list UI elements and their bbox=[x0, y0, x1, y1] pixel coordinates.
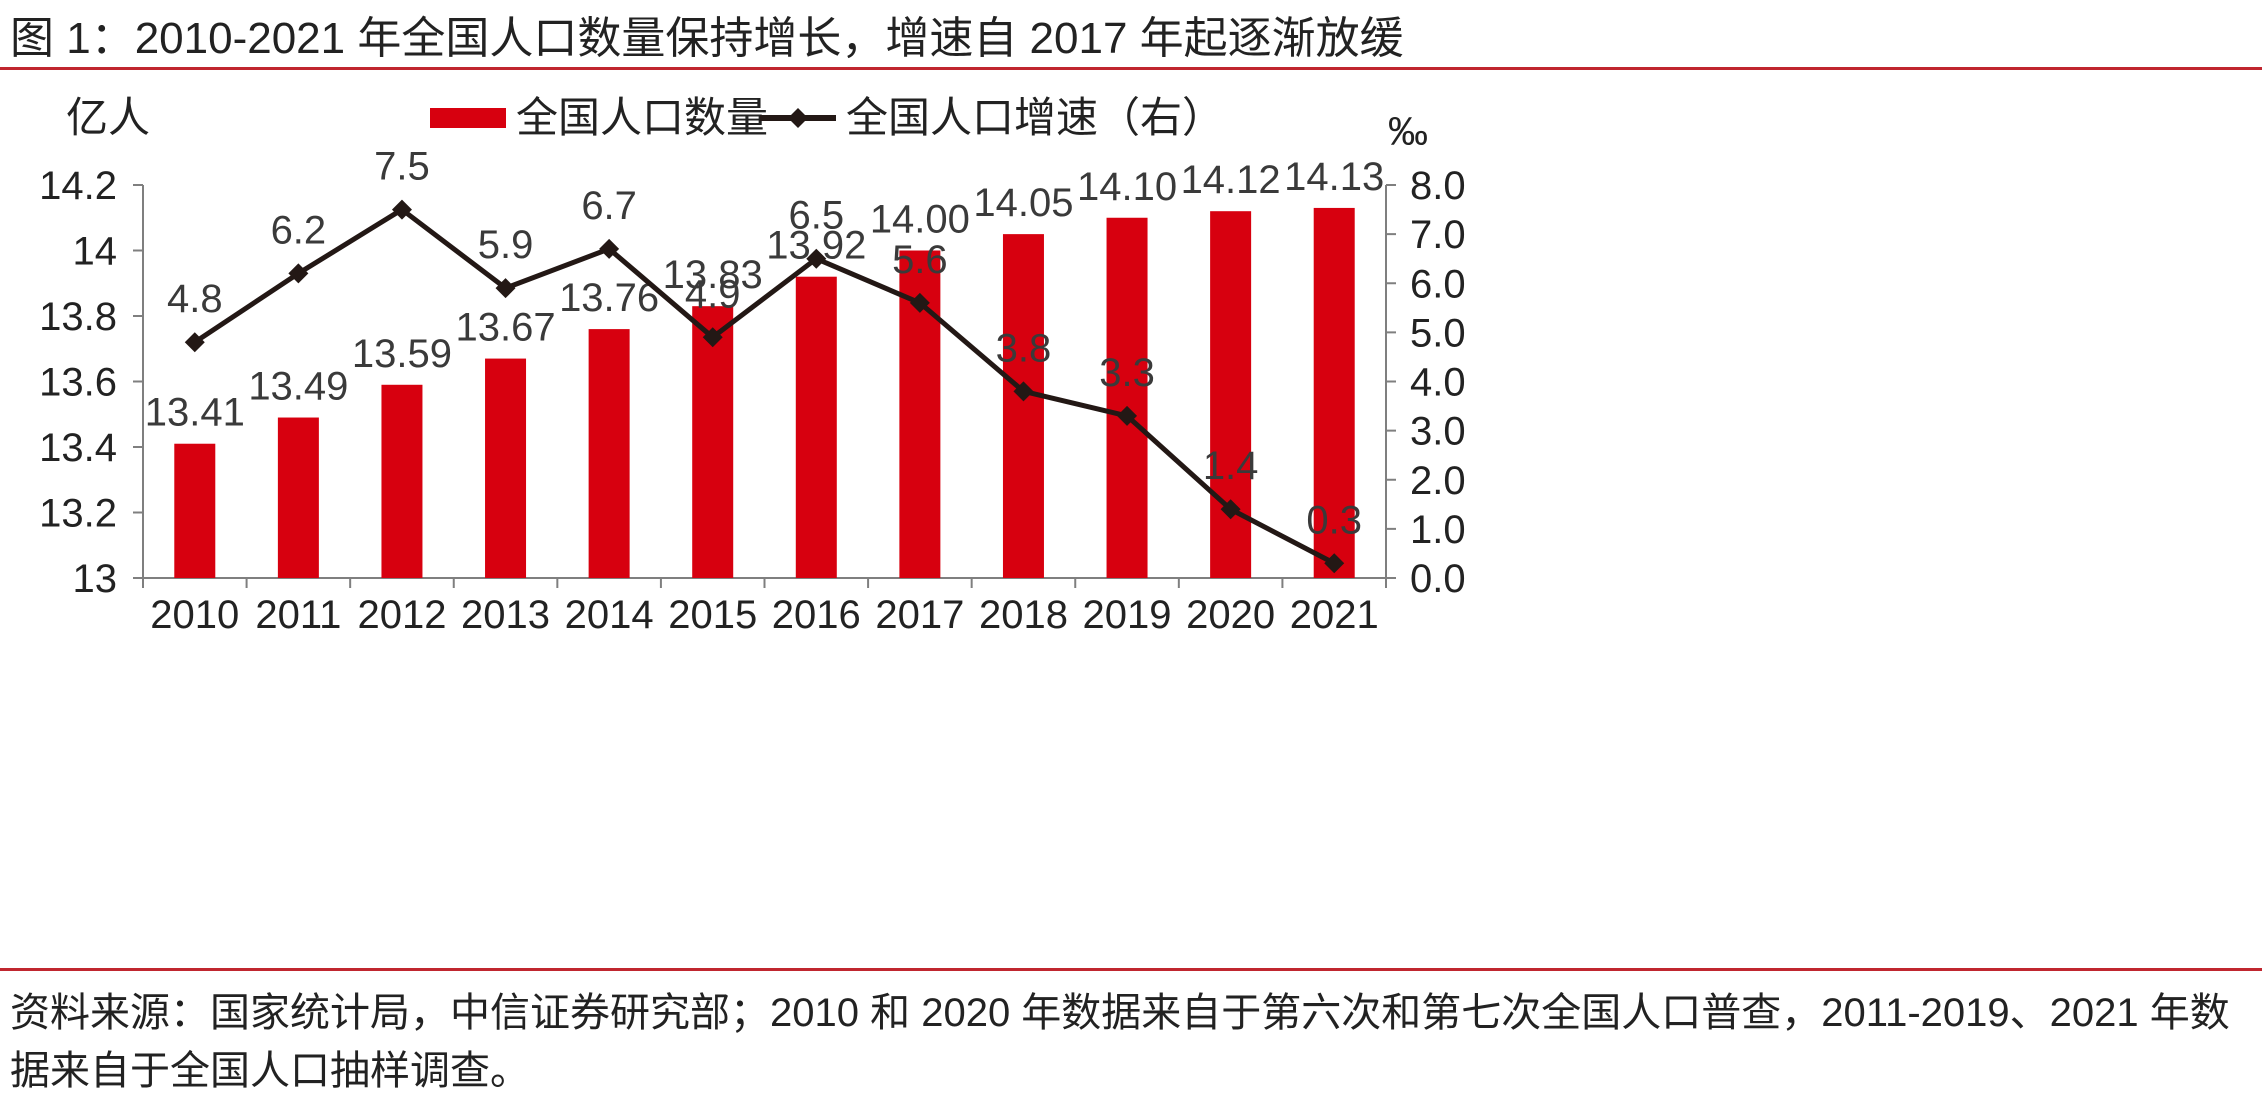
bar bbox=[1313, 207, 1355, 579]
left-tick-label: 14.2 bbox=[39, 164, 117, 208]
bar bbox=[277, 417, 319, 578]
right-tick-label: 1.0 bbox=[1410, 508, 1466, 552]
line-point bbox=[599, 238, 620, 259]
line-point bbox=[288, 263, 309, 284]
line-label: 1.4 bbox=[1203, 444, 1259, 488]
left-tick-label: 13.6 bbox=[39, 361, 117, 405]
bar-data-labels: 13.4113.4913.5913.6713.7613.8313.9214.00… bbox=[145, 155, 1385, 435]
right-tick-label: 3.0 bbox=[1410, 410, 1466, 454]
legend-line-marker bbox=[788, 108, 808, 128]
bar-label: 13.76 bbox=[559, 276, 659, 320]
bar bbox=[1106, 217, 1148, 578]
line-point bbox=[184, 332, 205, 353]
line-label: 6.7 bbox=[581, 184, 637, 228]
line-label: 5.9 bbox=[478, 223, 534, 267]
line-label: 3.3 bbox=[1099, 351, 1155, 395]
line-point bbox=[1013, 381, 1034, 402]
line-point bbox=[702, 327, 723, 348]
right-tick-label: 2.0 bbox=[1410, 459, 1466, 503]
line-data-labels: 4.8 6.2 7.5 5.9 6.7 4.9 6.5 5.6 3.8 3.3 1.4 0.3 bbox=[167, 145, 1362, 543]
legend-line-label: 全国人口增速（右） bbox=[846, 94, 1224, 141]
bar bbox=[1002, 234, 1044, 578]
bar-label: 14.00 bbox=[870, 198, 970, 242]
line-point bbox=[1324, 553, 1345, 574]
x-tick-label: 2016 bbox=[772, 593, 861, 637]
line-label: 7.5 bbox=[374, 145, 430, 189]
right-tick-label: 8.0 bbox=[1410, 164, 1466, 208]
bar-label: 14.13 bbox=[1284, 155, 1384, 199]
bar-label: 13.49 bbox=[248, 365, 348, 409]
growth-line bbox=[193, 207, 1336, 566]
bar bbox=[692, 306, 734, 578]
bar bbox=[1210, 211, 1252, 578]
left-tick-label: 13.8 bbox=[39, 295, 117, 339]
x-tick-label: 2010 bbox=[150, 593, 239, 637]
line-label: 6.2 bbox=[271, 208, 327, 252]
line-label: 3.8 bbox=[996, 326, 1052, 370]
line-point bbox=[806, 248, 827, 269]
bar-label: 13.83 bbox=[663, 253, 763, 297]
x-tick-label: 2013 bbox=[461, 593, 550, 637]
left-axis-label: 亿人 bbox=[66, 94, 150, 141]
right-tick-label: 5.0 bbox=[1410, 311, 1466, 355]
bar-label: 14.12 bbox=[1181, 158, 1281, 202]
x-tick-label: 2011 bbox=[255, 593, 341, 637]
chart-legend: 全国人口数量 全国人口增速（右） bbox=[430, 94, 1224, 141]
line-label: 5.6 bbox=[892, 238, 948, 282]
x-tick-label: 2020 bbox=[1186, 593, 1275, 637]
bar-label: 13.41 bbox=[145, 391, 245, 435]
bar-label: 13.59 bbox=[352, 332, 452, 376]
source-divider bbox=[0, 968, 2262, 971]
bar bbox=[485, 358, 527, 578]
right-tick-label: 6.0 bbox=[1410, 262, 1466, 306]
title-divider bbox=[0, 67, 2262, 70]
source-note: 资料来源：国家统计局，中信证券研究部；2010 和 2020 年数据来自于第六次… bbox=[10, 991, 2230, 1093]
line-series bbox=[184, 199, 1345, 574]
line-point bbox=[495, 278, 516, 299]
x-tick-label: 2012 bbox=[357, 593, 446, 637]
right-tick-label: 0.0 bbox=[1410, 557, 1466, 601]
line-point bbox=[1220, 499, 1241, 520]
line-label: 4.9 bbox=[685, 272, 741, 316]
x-tick-label: 2015 bbox=[668, 593, 757, 637]
legend-bar-swatch bbox=[430, 108, 506, 128]
x-tick-label: 2021 bbox=[1290, 593, 1379, 637]
bar bbox=[795, 276, 837, 578]
x-tick-label: 2019 bbox=[1083, 593, 1172, 637]
left-tick-label: 13.2 bbox=[39, 492, 117, 536]
left-tick-label: 13.4 bbox=[39, 426, 117, 470]
bar-label: 14.10 bbox=[1077, 165, 1177, 209]
bar-label: 13.67 bbox=[455, 306, 555, 350]
bar bbox=[174, 443, 216, 578]
left-tick-label: 13 bbox=[73, 557, 118, 601]
bar bbox=[588, 329, 630, 578]
line-label: 6.5 bbox=[788, 194, 844, 238]
line-label: 0.3 bbox=[1306, 498, 1362, 542]
x-tick-label: 2017 bbox=[875, 593, 964, 637]
combo-chart: 13 13.2 13.4 13.6 13.8 14 14.2 0.0 1.0 2.0 3.0 4.0 5… bbox=[39, 94, 1465, 637]
x-tick-label: 2018 bbox=[979, 593, 1068, 637]
left-tick-label: 14 bbox=[73, 230, 118, 274]
right-axis-label: ‰ bbox=[1388, 110, 1428, 154]
chart-axes: 13 13.2 13.4 13.6 13.8 14 14.2 0.0 1.0 2.0 3.0 4.0 5… bbox=[39, 94, 1465, 637]
line-point bbox=[909, 292, 930, 313]
bar-label: 14.05 bbox=[973, 181, 1073, 225]
line-label: 4.8 bbox=[167, 277, 223, 321]
line-point bbox=[391, 199, 412, 220]
right-tick-label: 7.0 bbox=[1410, 213, 1466, 257]
right-tick-label: 4.0 bbox=[1410, 361, 1466, 405]
bar bbox=[381, 384, 423, 578]
legend-bar-label: 全国人口数量 bbox=[516, 94, 768, 141]
x-tick-label: 2014 bbox=[565, 593, 654, 637]
bar-series bbox=[174, 207, 1355, 579]
figure-title: 图 1：2010-2021 年全国人口数量保持增长，增速自 2017 年起逐渐放… bbox=[10, 14, 1404, 63]
line-point bbox=[1117, 405, 1138, 426]
